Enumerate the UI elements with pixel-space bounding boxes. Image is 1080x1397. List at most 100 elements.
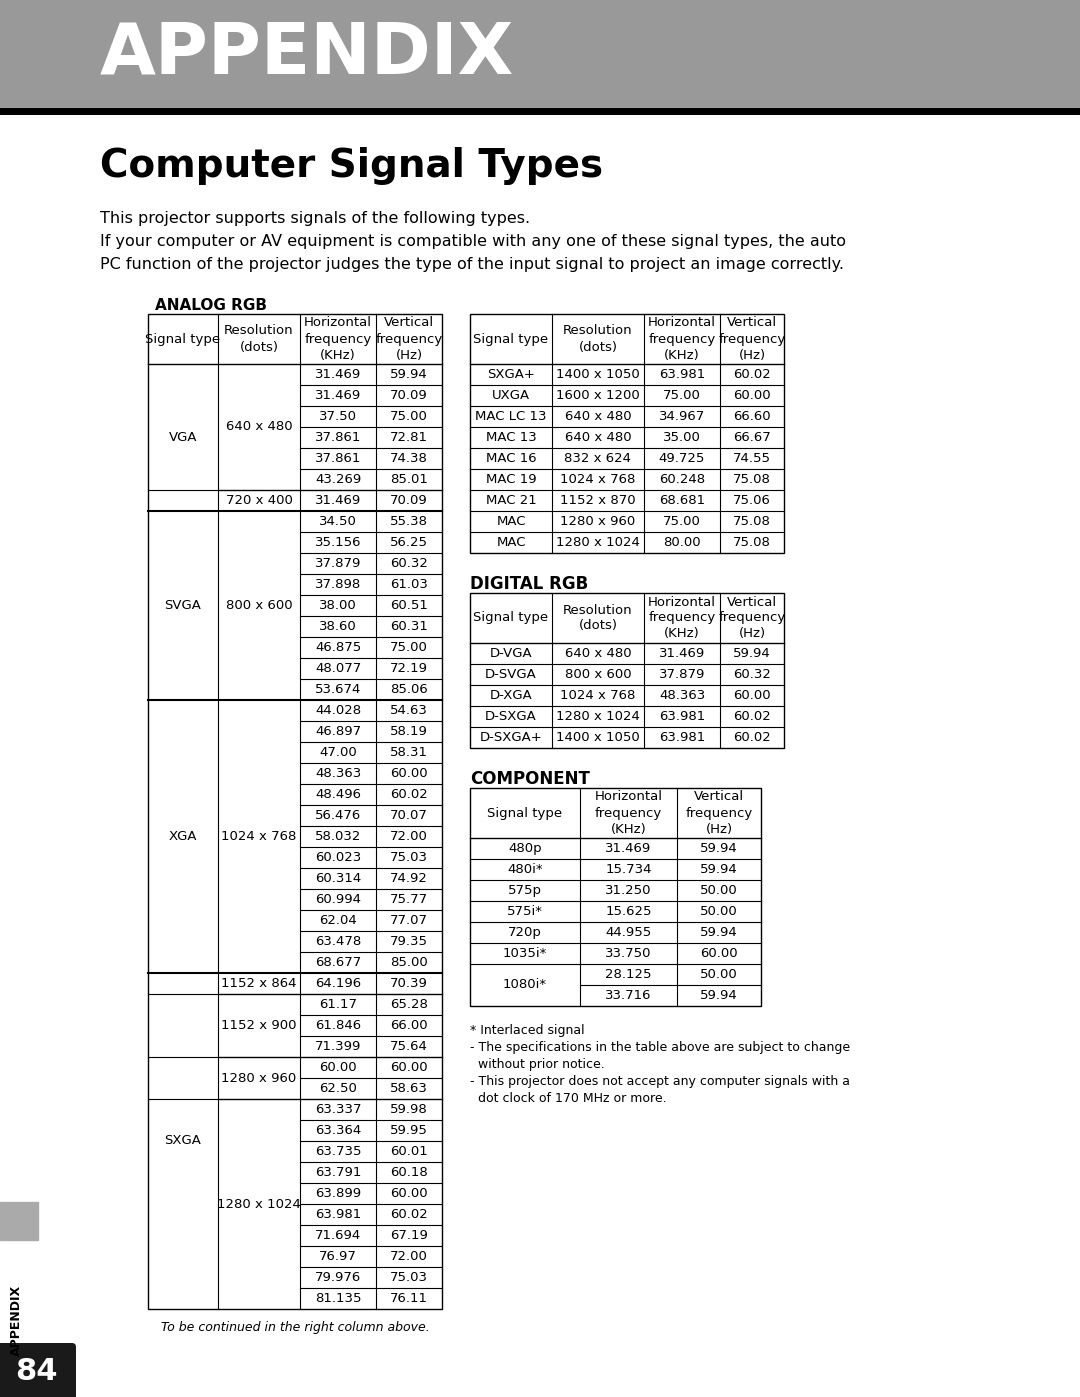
Text: Horizontal
frequency
(KHz): Horizontal frequency (KHz) [648,317,716,362]
Text: 85.01: 85.01 [390,474,428,486]
Text: 76.11: 76.11 [390,1292,428,1305]
Text: D-VGA: D-VGA [489,647,532,659]
Text: dot clock of 170 MHz or more.: dot clock of 170 MHz or more. [470,1092,666,1105]
Text: MAC 21: MAC 21 [486,495,537,507]
Text: 60.01: 60.01 [390,1146,428,1158]
Text: 70.09: 70.09 [390,495,428,507]
Text: 35.00: 35.00 [663,432,701,444]
Text: 44.028: 44.028 [315,704,361,717]
Text: 70.09: 70.09 [390,388,428,402]
Text: 1152 x 900: 1152 x 900 [221,1018,297,1032]
Text: 85.00: 85.00 [390,956,428,970]
Text: 37.50: 37.50 [319,409,357,423]
Text: Vertical
frequency
(Hz): Vertical frequency (Hz) [718,595,785,640]
Text: 800 x 600: 800 x 600 [226,599,293,612]
Text: 74.92: 74.92 [390,872,428,886]
Text: 34.50: 34.50 [319,515,356,528]
Text: 60.51: 60.51 [390,599,428,612]
Text: 61.03: 61.03 [390,578,428,591]
Text: 58.19: 58.19 [390,725,428,738]
Text: 61.17: 61.17 [319,997,357,1011]
Text: SVGA: SVGA [164,599,202,612]
Text: 15.625: 15.625 [605,905,651,918]
Text: 60.02: 60.02 [733,710,771,724]
Text: To be continued in the right column above.: To be continued in the right column abov… [161,1322,430,1334]
Bar [470,314,784,553]
Text: 72.19: 72.19 [390,662,428,675]
Text: 37.861: 37.861 [314,432,361,444]
Text: 1035i*: 1035i* [503,947,548,960]
Text: 72.00: 72.00 [390,1250,428,1263]
Text: 575i*: 575i* [507,905,543,918]
Text: 37.879: 37.879 [314,557,361,570]
Text: Signal type: Signal type [473,612,549,624]
Text: 60.02: 60.02 [390,1208,428,1221]
Text: 46.875: 46.875 [315,641,361,654]
Text: 1280 x 960: 1280 x 960 [561,515,636,528]
Text: Signal type: Signal type [146,332,220,345]
Text: D-SVGA: D-SVGA [485,668,537,680]
Text: 48.077: 48.077 [315,662,361,675]
Text: 1024 x 768: 1024 x 768 [221,830,297,842]
Text: 71.694: 71.694 [315,1229,361,1242]
Text: 71.399: 71.399 [314,1039,361,1053]
Text: 70.07: 70.07 [390,809,428,821]
Text: 77.07: 77.07 [390,914,428,928]
Text: 66.67: 66.67 [733,432,771,444]
Text: 50.00: 50.00 [700,968,738,981]
Text: D-SXGA+: D-SXGA+ [480,731,542,745]
Text: Vertical
frequency
(Hz): Vertical frequency (Hz) [376,317,443,362]
Text: 1280 x 960: 1280 x 960 [221,1071,297,1084]
Text: 1152 x 870: 1152 x 870 [561,495,636,507]
Text: 575p: 575p [508,884,542,897]
Text: VGA: VGA [168,432,198,444]
Text: 61.846: 61.846 [315,1018,361,1032]
Text: Resolution
(dots): Resolution (dots) [563,324,633,353]
Text: 75.03: 75.03 [390,1271,428,1284]
Text: 72.00: 72.00 [390,830,428,842]
Text: MAC: MAC [496,515,526,528]
Text: 47.00: 47.00 [319,746,356,759]
Text: 60.02: 60.02 [733,367,771,381]
Text: 75.64: 75.64 [390,1039,428,1053]
Text: MAC: MAC [496,536,526,549]
Text: DIGITAL RGB: DIGITAL RGB [470,576,589,592]
Text: MAC LC 13: MAC LC 13 [475,409,546,423]
Text: * Interlaced signal: * Interlaced signal [470,1024,584,1037]
Text: 60.023: 60.023 [315,851,361,863]
Text: 60.994: 60.994 [315,893,361,907]
Text: 66.00: 66.00 [390,1018,428,1032]
Text: 28.125: 28.125 [605,968,651,981]
Text: 59.94: 59.94 [700,989,738,1002]
Text: 60.32: 60.32 [390,557,428,570]
Text: 48.363: 48.363 [659,689,705,703]
Text: COMPONENT: COMPONENT [470,770,590,788]
Text: 58.31: 58.31 [390,746,428,759]
Text: 480i*: 480i* [508,863,543,876]
FancyBboxPatch shape [0,1343,76,1397]
Text: 64.196: 64.196 [315,977,361,990]
Text: 60.31: 60.31 [390,620,428,633]
Text: 60.00: 60.00 [700,947,738,960]
Text: Signal type: Signal type [487,806,563,820]
Text: 63.981: 63.981 [315,1208,361,1221]
Text: 79.976: 79.976 [315,1271,361,1284]
Text: 63.364: 63.364 [315,1125,361,1137]
Text: 38.00: 38.00 [319,599,356,612]
Text: 640 x 480: 640 x 480 [565,409,632,423]
Text: MAC 13: MAC 13 [486,432,537,444]
Text: SXGA: SXGA [164,1134,202,1147]
Text: 81.135: 81.135 [314,1292,361,1305]
Text: 76.97: 76.97 [319,1250,356,1263]
Text: ANALOG RGB: ANALOG RGB [156,298,267,313]
Text: 58.63: 58.63 [390,1083,428,1095]
Text: 68.681: 68.681 [659,495,705,507]
Text: Signal type: Signal type [473,332,549,345]
Text: 31.469: 31.469 [315,367,361,381]
Text: 37.879: 37.879 [659,668,705,680]
Text: 31.469: 31.469 [606,842,651,855]
Text: 60.00: 60.00 [320,1060,356,1074]
Text: 63.478: 63.478 [315,935,361,949]
Text: 832 x 624: 832 x 624 [565,453,632,465]
Text: 31.469: 31.469 [315,495,361,507]
